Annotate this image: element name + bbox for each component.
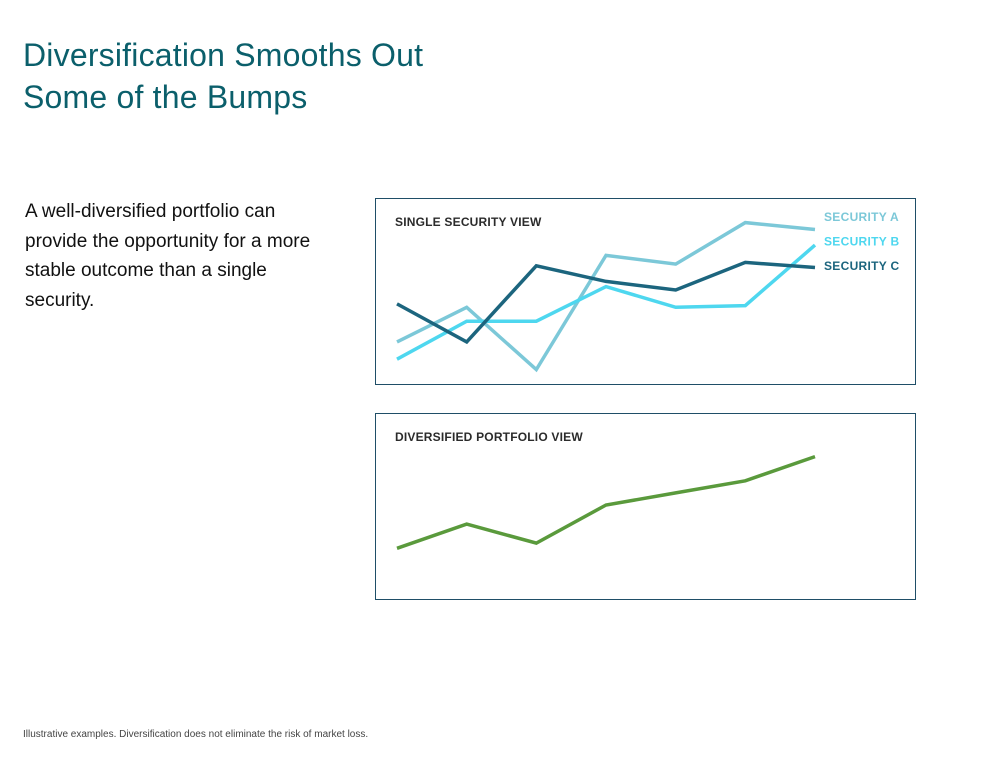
series-line-security-b (396, 243, 817, 361)
body-text: A well-diversified portfolio can provide… (25, 201, 311, 311)
single-security-plot: SECURITY A SECURITY B SECURITY C (396, 210, 899, 373)
diversified-portfolio-plot (396, 454, 816, 550)
legend-label: SECURITY A (824, 210, 899, 224)
legend-label: SECURITY C (824, 259, 899, 273)
title-line-2: Some of the Bumps (23, 79, 308, 115)
title-line-1: Diversification Smooths Out (23, 37, 424, 73)
legend-label: SECURITY B (824, 235, 899, 249)
single-security-chart: SINGLE SECURITY VIEW SECURITY A SECURITY … (375, 198, 916, 385)
series-line-portfolio (396, 454, 816, 550)
footnote: Illustrative examples. Diversification d… (23, 729, 369, 740)
series-line-security-c (396, 260, 816, 345)
page-title: Diversification Smooths Out Some of the … (23, 34, 423, 118)
chart-title: SINGLE SECURITY VIEW (395, 215, 542, 229)
series-line-security-a (396, 220, 816, 373)
diversified-portfolio-chart: DIVERSIFIED PORTFOLIO VIEW (375, 413, 916, 600)
chart-title: DIVERSIFIED PORTFOLIO VIEW (395, 430, 583, 444)
